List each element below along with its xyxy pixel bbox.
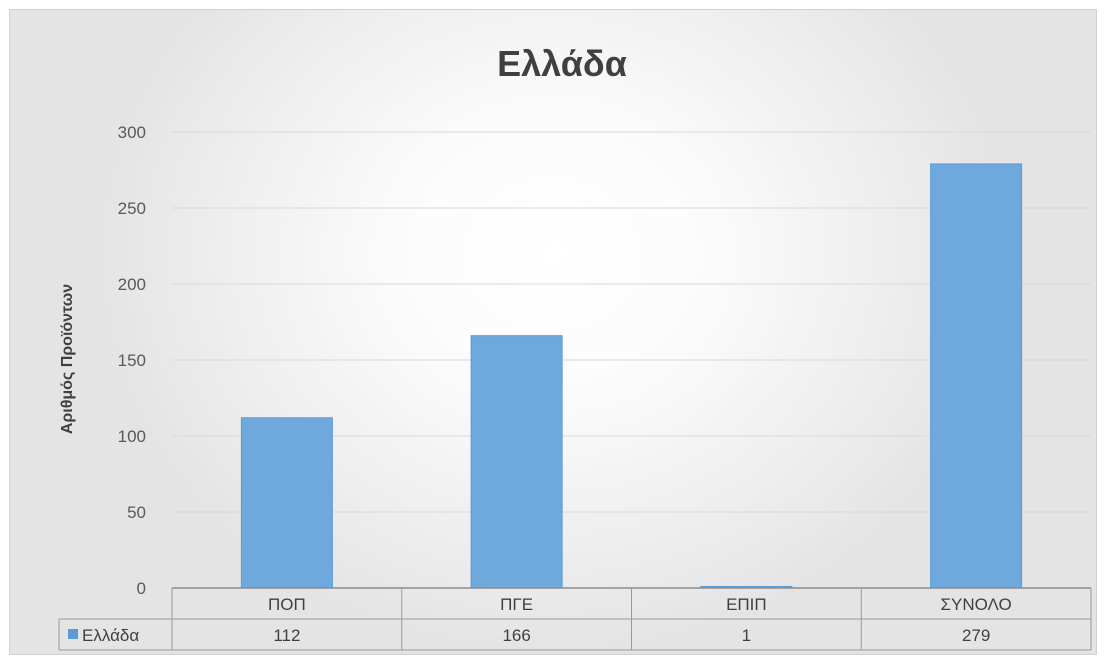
y-axis-label: Αριθμός Προϊόντων — [59, 284, 76, 434]
chart-title: Ελλάδα — [497, 43, 627, 84]
legend-swatch — [68, 629, 78, 639]
legend-series-name: Ελλάδα — [82, 626, 139, 645]
bar-ΣΥΝΟΛΟ — [930, 163, 1023, 589]
y-tick-label: 100 — [118, 427, 146, 446]
x-tick-label: ΕΠΙΠ — [726, 595, 767, 614]
data-label: 112 — [273, 626, 300, 645]
y-tick-labels: 0 50 100 150 200 250 300 — [118, 123, 146, 598]
y-tick-label: 300 — [118, 123, 146, 142]
x-tick-label: ΠΓΕ — [500, 595, 533, 614]
bar-ΠΟΠ — [240, 417, 333, 589]
data-label: 279 — [962, 626, 990, 645]
x-tick-label: ΠΟΠ — [268, 595, 306, 614]
y-tick-label: 0 — [137, 579, 146, 598]
data-table: ΠΟΠ ΠΓΕ ΕΠΙΠ ΣΥΝΟΛΟ Ελλάδα 112 166 1 279 — [58, 587, 1092, 651]
y-tick-label: 250 — [118, 199, 146, 218]
bars — [240, 163, 1023, 589]
y-tick-label: 150 — [118, 351, 146, 370]
bar-chart: Ελλάδα Αριθμός Προϊόντων 0 50 100 150 200 250… — [58, 43, 1092, 651]
x-tick-label: ΣΥΝΟΛΟ — [940, 595, 1011, 614]
chart-area: Ελλάδα Αριθμός Προϊόντων 0 50 100 150 200 250… — [9, 9, 1097, 655]
bar-ΠΓΕ — [470, 335, 563, 589]
data-label: 1 — [742, 626, 751, 645]
y-tick-label: 200 — [118, 275, 146, 294]
y-tick-label: 50 — [127, 503, 146, 522]
data-label: 166 — [502, 626, 530, 645]
